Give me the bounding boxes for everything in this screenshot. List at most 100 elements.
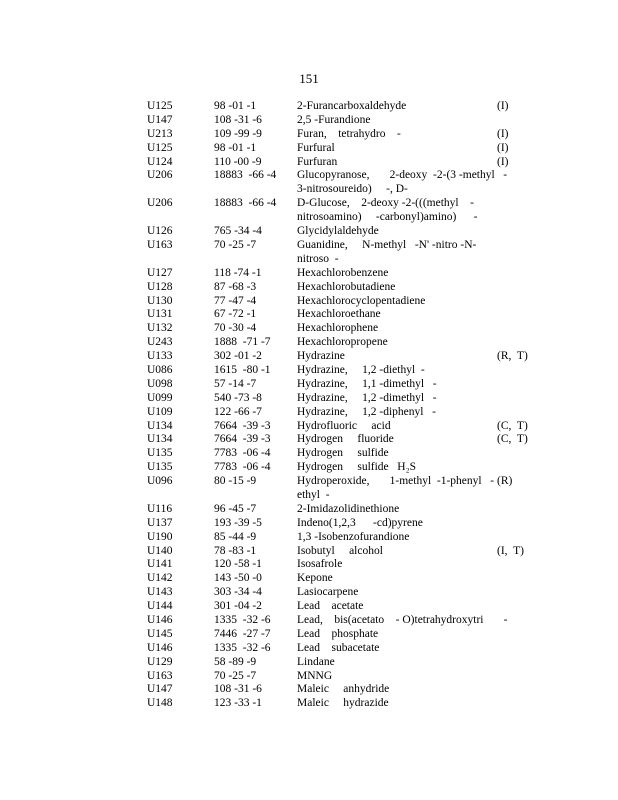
waste-code: U098 [147, 377, 173, 390]
waste-code: U124 [147, 155, 173, 168]
cas-number: 70 -25 -7 [214, 238, 257, 251]
table-row: U147 108 -31 -6 Maleic anhydride [0, 683, 618, 697]
cas-number: 98 -01 -1 [214, 141, 257, 154]
hazard-code: (C, T) [497, 433, 528, 446]
waste-code: U144 [147, 600, 173, 613]
waste-code: U096 [147, 475, 173, 488]
substance-name: Hexachloropropene [297, 336, 388, 350]
table-row: U135 7783 -06 -4 Hydrogen sulfide H₂S [0, 461, 618, 475]
table-row: U134 7664 -39 -3 Hydrogen fluoride (C, T) [0, 433, 618, 447]
table-row: U132 70 -30 -4 Hexachlorophene [0, 322, 618, 336]
table-row: U125 98 -01 -1 2-Furancarboxaldehyde (I) [0, 100, 618, 114]
substance-name: Hexachlorophene [297, 322, 378, 336]
waste-code: U146 [147, 641, 173, 654]
table-row: U096 80 -15 -9 Hydroperoxide, 1-methyl -1-… [0, 475, 618, 503]
waste-code: U133 [147, 350, 173, 363]
substance-name: Indeno(1,2,3 -cd)pyrene [297, 517, 423, 531]
cas-number: 122 -66 -7 [214, 405, 262, 418]
table-row: U146 1335 -32 -6 Lead subacetate [0, 642, 618, 656]
substance-name-line: Lead phosphate [297, 627, 379, 640]
substance-name-line: D-Glucose, 2-deoxy -2-(((methyl - [297, 197, 474, 210]
cas-number: 80 -15 -9 [214, 475, 257, 488]
hazard-code: (R) [497, 475, 513, 488]
table-row: U133 302 -01 -2 Hydrazine (R, T) [0, 350, 618, 364]
cas-number: 77 -47 -4 [214, 294, 257, 307]
waste-code: U135 [147, 461, 173, 474]
substance-name-line: Hexachloroethane [297, 308, 381, 321]
waste-code: U125 [147, 141, 173, 154]
table-row: U124 110 -00 -9 Furfuran (I) [0, 156, 618, 170]
substance-name-line: Kepone [297, 572, 333, 585]
waste-code: U140 [147, 544, 173, 557]
cas-number: 87 -68 -3 [214, 280, 257, 293]
substance-name: Glucopyranose, 2-deoxy -2-(3 -methyl -3-… [297, 169, 507, 197]
cas-number: 78 -83 -1 [214, 544, 257, 557]
waste-code: U131 [147, 308, 173, 321]
hazard-code: (C, T) [497, 419, 528, 432]
waste-code: U142 [147, 572, 173, 585]
substance-name-line: Hexachlorocyclopentadiene [297, 294, 426, 307]
cas-number: 108 -31 -6 [214, 113, 262, 126]
table-row: U127 118 -74 -1 Hexachlorobenzene [0, 267, 618, 281]
substance-name-line: Hydrazine [297, 350, 345, 363]
substance-name: Lead, bis(acetato - O)tetrahydroxytri - [297, 614, 507, 628]
substance-name: Hydrogen sulfide [297, 447, 389, 461]
cas-number: 540 -73 -8 [214, 391, 262, 404]
substance-name: Lead phosphate [297, 628, 378, 642]
waste-code: U086 [147, 363, 173, 376]
table-row: U125 98 -01 -1 Furfural (I) [0, 142, 618, 156]
hazard-code: (I) [497, 100, 509, 112]
waste-code: U206 [147, 197, 173, 210]
substance-name-line: nitrosoamino) -carbonyl)amino) - [297, 211, 478, 224]
waste-code: U163 [147, 669, 173, 682]
substance-name-line: 2,5 -Furandione [297, 113, 371, 126]
waste-code: U213 [147, 127, 173, 140]
waste-code: U134 [147, 419, 173, 432]
hazard-code: (I) [497, 127, 509, 140]
cas-number: 193 -39 -5 [214, 516, 262, 529]
cas-number: 143 -50 -0 [214, 572, 262, 585]
substance-name: 1,3 -Isobenzofurandione [297, 531, 409, 545]
table-row: U206 18883 -66 -4 D-Glucose, 2-deoxy -2-((… [0, 197, 618, 225]
waste-code: U243 [147, 336, 173, 349]
substance-name: Maleic hydrazide [297, 697, 389, 711]
table-row: U146 1335 -32 -6 Lead, bis(acetato - O)tet… [0, 614, 618, 628]
substance-name-line: 2-Furancarboxaldehyde [297, 100, 407, 112]
waste-code: U129 [147, 655, 173, 668]
substance-name-line: Hexachloropropene [297, 336, 388, 349]
substance-name: Hexachlorocyclopentadiene [297, 295, 425, 309]
cas-number: 301 -04 -2 [214, 600, 262, 613]
table-row: U147 108 -31 -6 2,5 -Furandione [0, 114, 618, 128]
table-row: U109 122 -66 -7 Hydrazine, 1,2 -diphenyl - [0, 406, 618, 420]
substance-name-line: Furfuran [297, 155, 338, 168]
cas-number: 108 -31 -6 [214, 683, 262, 696]
cas-number: 70 -25 -7 [214, 669, 257, 682]
substance-name: D-Glucose, 2-deoxy -2-(((methyl - nitroso… [297, 197, 477, 225]
substance-name-line: Maleic anhydride [297, 683, 390, 696]
substance-name-line: 2-Imidazolidinethione [297, 502, 400, 515]
waste-code: U163 [147, 238, 173, 251]
substance-name-line: Hydrazine, 1,2 -dimethyl - [297, 391, 437, 404]
waste-code: U190 [147, 530, 173, 543]
substance-name: Guanidine, N-methyl -N' -nitro -N-nitros… [297, 239, 476, 267]
table-row: U129 58 -89 -9 Lindane [0, 656, 618, 670]
substance-name: Hydrazine, 1,2 -dimethyl - [297, 392, 437, 406]
substance-name: Hydrogen sulfide H₂S [297, 461, 416, 475]
waste-code: U206 [147, 169, 173, 182]
table-row: U140 78 -83 -1 Isobutyl alcohol (I, T) [0, 545, 618, 559]
waste-code: U137 [147, 516, 173, 529]
waste-code: U146 [147, 614, 173, 627]
table-row: U086 1615 -80 -1 Hydrazine, 1,2 -diethyl - [0, 364, 618, 378]
substance-name-line: Furfural [297, 141, 335, 154]
cas-number: 7664 -39 -3 [214, 419, 271, 432]
substance-name: Isosafrole [297, 558, 342, 572]
table-row: U126 765 -34 -4 Glycidylaldehyde [0, 225, 618, 239]
cas-number: 18883 -66 -4 [214, 169, 277, 182]
substance-name: Glycidylaldehyde [297, 225, 379, 239]
substance-name-line: Lasiocarpene [297, 586, 359, 599]
cas-number: 302 -01 -2 [214, 350, 262, 363]
table-row: U130 77 -47 -4 Hexachlorocyclopentadiene [0, 295, 618, 309]
cas-number: 70 -30 -4 [214, 322, 257, 335]
substance-name-line: Isobutyl alcohol [297, 544, 383, 557]
substance-name: Lindane [297, 656, 335, 670]
